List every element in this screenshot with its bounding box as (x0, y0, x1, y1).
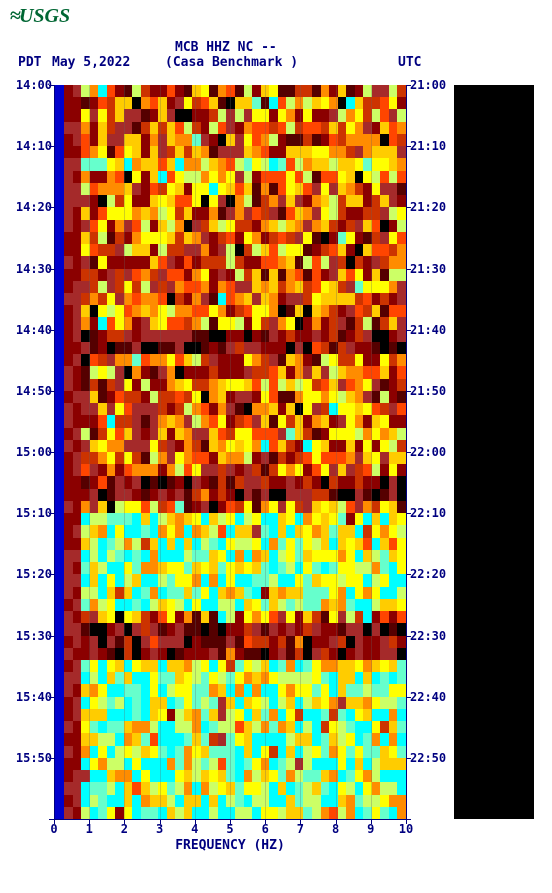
y-right-tick: 21:40 (410, 323, 450, 337)
y-left-tick: 14:50 (12, 384, 52, 398)
y-tick-mark (406, 513, 411, 514)
y-axis-left: 14:0014:1014:2014:3014:4014:5015:0015:10… (12, 85, 52, 819)
y-tick-mark (406, 636, 411, 637)
y-left-tick: 15:20 (12, 567, 52, 581)
x-tick: 2 (121, 822, 128, 836)
y-axis-right: 21:0021:1021:2021:3021:4021:5022:0022:10… (410, 85, 450, 819)
gridline (160, 85, 161, 819)
spectrogram-plot (54, 85, 406, 819)
gridline (265, 85, 266, 819)
y-right-tick: 22:50 (410, 751, 450, 765)
y-left-tick: 14:00 (12, 78, 52, 92)
y-tick-mark (49, 452, 54, 453)
y-tick-mark (49, 269, 54, 270)
x-tick-mark (89, 819, 90, 824)
y-tick-mark (49, 819, 54, 820)
spectrogram-grid (64, 85, 406, 819)
x-tick-mark (336, 819, 337, 824)
x-tick: 0 (50, 822, 57, 836)
y-left-tick: 14:20 (12, 200, 52, 214)
x-tick: 10 (399, 822, 413, 836)
gridline (195, 85, 196, 819)
y-right-tick: 21:00 (410, 78, 450, 92)
y-tick-mark (406, 269, 411, 270)
y-right-tick: 21:30 (410, 262, 450, 276)
x-tick: 8 (332, 822, 339, 836)
y-left-tick: 15:10 (12, 506, 52, 520)
y-right-tick: 21:20 (410, 200, 450, 214)
y-tick-mark (406, 391, 411, 392)
y-right-tick: 21:50 (410, 384, 450, 398)
x-tick-mark (124, 819, 125, 824)
x-tick-mark (265, 819, 266, 824)
tz-left: PDT (18, 55, 41, 70)
x-tick-mark (300, 819, 301, 824)
y-tick-mark (49, 697, 54, 698)
y-right-tick: 21:10 (410, 139, 450, 153)
x-tick: 3 (156, 822, 163, 836)
x-tick-mark (54, 819, 55, 824)
x-axis-label: FREQUENCY (HZ) (54, 838, 406, 853)
x-axis-ticks: 012345678910 (54, 822, 406, 837)
y-right-tick: 22:40 (410, 690, 450, 704)
y-left-tick: 15:00 (12, 445, 52, 459)
y-tick-mark (49, 207, 54, 208)
x-tick: 6 (262, 822, 269, 836)
y-tick-mark (49, 391, 54, 392)
y-tick-mark (49, 758, 54, 759)
y-tick-mark (49, 330, 54, 331)
y-right-tick: 22:10 (410, 506, 450, 520)
x-tick: 5 (226, 822, 233, 836)
y-tick-mark (406, 207, 411, 208)
y-tick-mark (406, 330, 411, 331)
x-tick: 4 (191, 822, 198, 836)
axis-left (54, 85, 55, 819)
y-tick-mark (49, 513, 54, 514)
y-tick-mark (406, 574, 411, 575)
gridline (89, 85, 90, 819)
low-freq-strip (54, 85, 64, 819)
x-tick: 9 (367, 822, 374, 836)
y-right-tick: 22:20 (410, 567, 450, 581)
y-tick-mark (406, 758, 411, 759)
x-tick: 1 (86, 822, 93, 836)
y-tick-mark (406, 697, 411, 698)
usgs-logo: ≈USGS (10, 5, 70, 28)
y-left-tick: 14:30 (12, 262, 52, 276)
y-left-tick: 15:40 (12, 690, 52, 704)
gridline (336, 85, 337, 819)
x-tick-mark (160, 819, 161, 824)
y-tick-mark (406, 819, 411, 820)
site: (Casa Benchmark ) (165, 55, 298, 70)
amplitude-colorbar (454, 85, 534, 819)
y-tick-mark (49, 146, 54, 147)
tz-right: UTC (398, 55, 421, 70)
y-left-tick: 15:50 (12, 751, 52, 765)
station: MCB HHZ NC -- (175, 40, 277, 55)
gridline (300, 85, 301, 819)
y-tick-mark (406, 146, 411, 147)
x-tick-mark (371, 819, 372, 824)
x-tick: 7 (297, 822, 304, 836)
y-left-tick: 14:10 (12, 139, 52, 153)
y-tick-mark (406, 452, 411, 453)
gridline (230, 85, 231, 819)
y-left-tick: 14:40 (12, 323, 52, 337)
y-right-tick: 22:30 (410, 629, 450, 643)
x-tick-mark (195, 819, 196, 824)
y-tick-mark (49, 636, 54, 637)
gridline (371, 85, 372, 819)
y-tick-mark (49, 85, 54, 86)
y-left-tick: 15:30 (12, 629, 52, 643)
date: May 5,2022 (52, 55, 130, 70)
y-right-tick: 22:00 (410, 445, 450, 459)
x-tick-mark (230, 819, 231, 824)
y-tick-mark (406, 85, 411, 86)
y-tick-mark (49, 574, 54, 575)
gridline (124, 85, 125, 819)
